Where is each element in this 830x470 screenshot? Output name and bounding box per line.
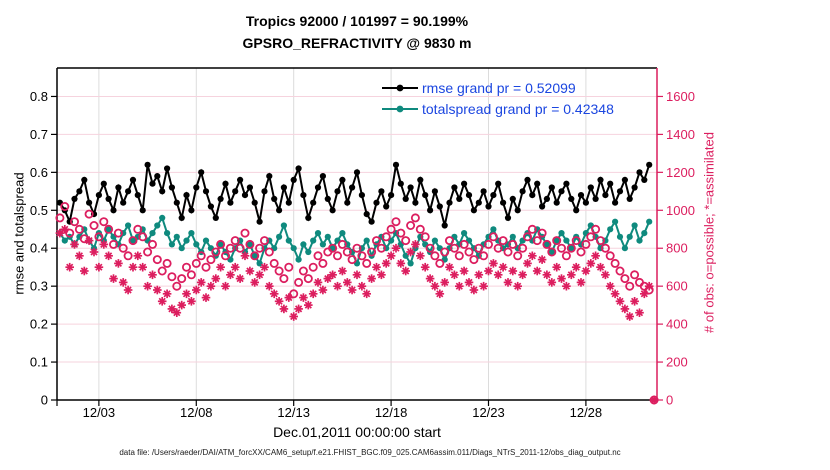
right-tick-label: 200 (666, 355, 688, 370)
right-tick-label: 1200 (666, 165, 695, 180)
left-tick-label: 0.4 (30, 241, 48, 256)
x-axis-ticks: 12/03 12/08 12/13 12/18 12/23 12/28 (56, 400, 603, 420)
right-tick-label: 400 (666, 317, 688, 332)
horizontal-gridlines (57, 95, 657, 363)
totalspread-legend-dot (396, 105, 404, 113)
x-tick-label: 12/03 (83, 405, 116, 420)
possible-markers (55, 201, 659, 405)
right-tick-label: 1400 (666, 127, 695, 142)
right-axis-label: # of obs: o=possible; *=assimilated (701, 132, 717, 333)
x-tick-label: 12/13 (277, 405, 310, 420)
right-tick-label: 0 (666, 393, 673, 408)
right-tick-label: 600 (666, 279, 688, 294)
right-tick-label: 1000 (666, 203, 695, 218)
rmse-legend-dot (396, 84, 404, 92)
x-axis-label: Dec.01,2011 00:00:00 start (273, 424, 441, 440)
left-tick-label: 0.2 (30, 317, 48, 332)
title-line-1: Tropics 92000 / 101997 = 90.199% (245, 13, 469, 29)
right-tick-label: 800 (666, 241, 688, 256)
rmse-series (56, 161, 653, 229)
legend-label-totalspread: totalspread grand pr = 0.42348 (422, 101, 614, 117)
totalspread-line-marker-glyph (382, 105, 418, 113)
legend-item-rmse: rmse grand pr = 0.52099 (381, 80, 614, 96)
right-tick-label: 1600 (666, 89, 695, 104)
title-line-2: GPSRO_REFRACTIVITY @ 9830 m (242, 35, 472, 51)
chart-title: Tropics 92000 / 101997 = 90.199% GPSRO_R… (57, 10, 657, 54)
left-tick-label: 0.1 (30, 355, 48, 370)
rmse-line-marker-glyph (382, 84, 418, 92)
left-tick-label: 0.5 (30, 203, 48, 218)
left-tick-label: 0.7 (30, 127, 48, 142)
left-axis-label: rmse and totalspread (11, 172, 27, 295)
legend-item-totalspread: totalspread grand pr = 0.42348 (381, 101, 614, 117)
x-tick-label: 12/08 (180, 405, 213, 420)
left-tick-label: 0.3 (30, 279, 48, 294)
x-tick-label: 12/18 (375, 405, 408, 420)
left-axis-ticks: 0 0.1 0.2 0.3 0.4 0.5 0.6 0.7 0.8 (30, 89, 57, 408)
assimilated-markers (55, 225, 659, 405)
left-tick-label: 0 (41, 393, 48, 408)
legend-label-rmse: rmse grand pr = 0.52099 (422, 80, 576, 96)
left-tick-label: 0.8 (30, 89, 48, 104)
totalspread-series (56, 214, 653, 267)
data-file-path: data file: /Users/raeder/DAI/ATM_forcXX/… (119, 448, 621, 457)
x-tick-label: 12/23 (472, 405, 505, 420)
x-tick-label: 12/28 (570, 405, 603, 420)
left-tick-label: 0.6 (30, 165, 48, 180)
right-axis-ticks: 0 200 400 600 800 1000 1200 1400 1600 (657, 89, 695, 408)
legend: rmse grand pr = 0.52099 totalspread gran… (381, 80, 614, 122)
